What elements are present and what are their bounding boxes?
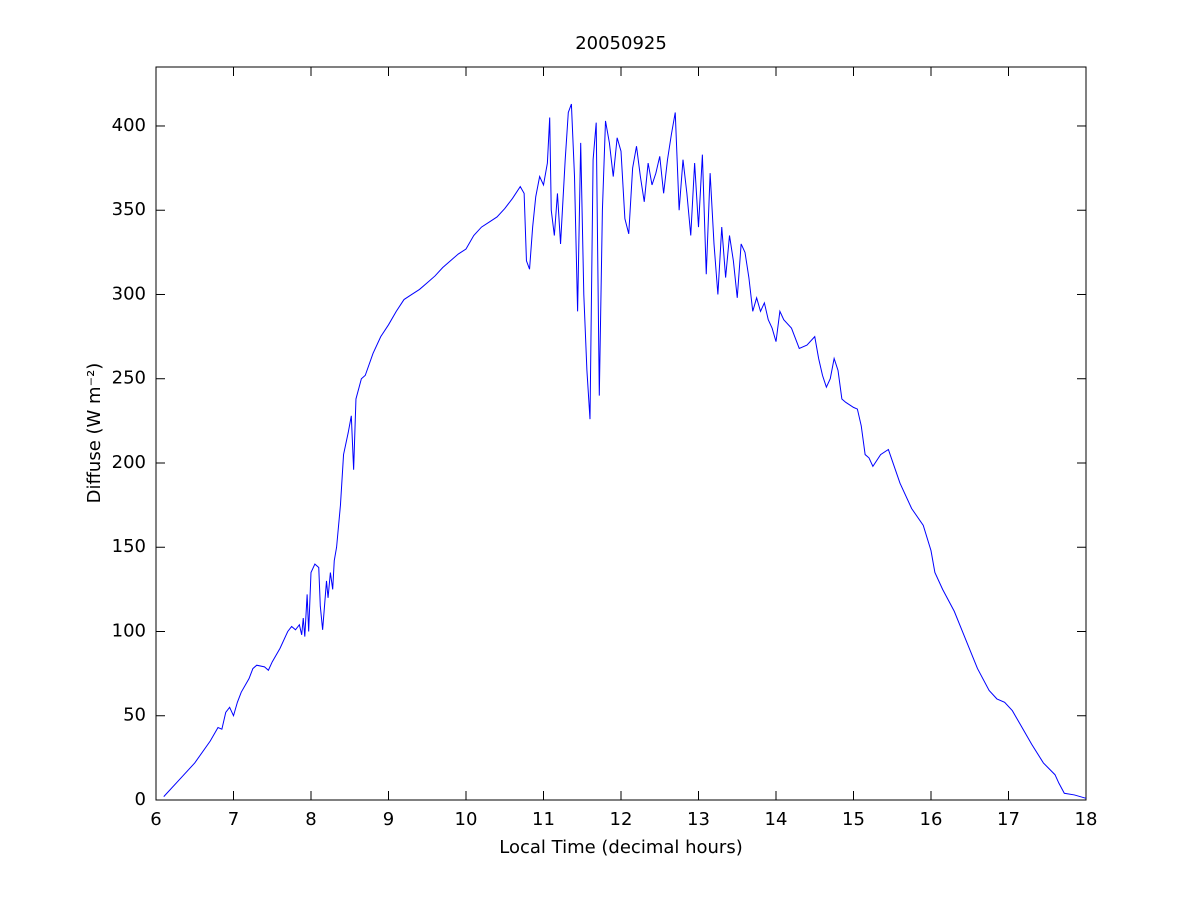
y-tick-label: 50 <box>123 705 146 726</box>
chart-title: 20050925 <box>575 33 667 54</box>
y-axis-label: Diffuse (W m⁻²) <box>84 363 105 504</box>
x-tick-label: 7 <box>228 809 239 830</box>
x-tick-label: 18 <box>1075 809 1098 830</box>
x-tick-label: 8 <box>305 809 316 830</box>
y-tick-label: 0 <box>135 789 146 810</box>
x-axis-label: Local Time (decimal hours) <box>499 837 742 858</box>
x-tick-label: 16 <box>920 809 943 830</box>
x-tick-label: 6 <box>150 809 161 830</box>
data-line <box>163 103 1087 799</box>
x-tick-label: 9 <box>383 809 394 830</box>
y-tick-label: 150 <box>112 536 146 557</box>
x-tick-label: 10 <box>455 809 478 830</box>
x-tick-label: 13 <box>687 809 710 830</box>
y-tick-label: 200 <box>112 452 146 473</box>
y-tick-label: 100 <box>112 620 146 641</box>
y-tick-label: 300 <box>112 283 146 304</box>
x-tick-label: 17 <box>997 809 1020 830</box>
x-tick-label: 15 <box>842 809 865 830</box>
y-tick-label: 400 <box>112 115 146 136</box>
x-tick-label: 11 <box>532 809 555 830</box>
x-tick-label: 14 <box>765 809 788 830</box>
y-tick-label: 350 <box>112 199 146 220</box>
y-tick-label: 250 <box>112 368 146 389</box>
x-tick-label: 12 <box>610 809 633 830</box>
